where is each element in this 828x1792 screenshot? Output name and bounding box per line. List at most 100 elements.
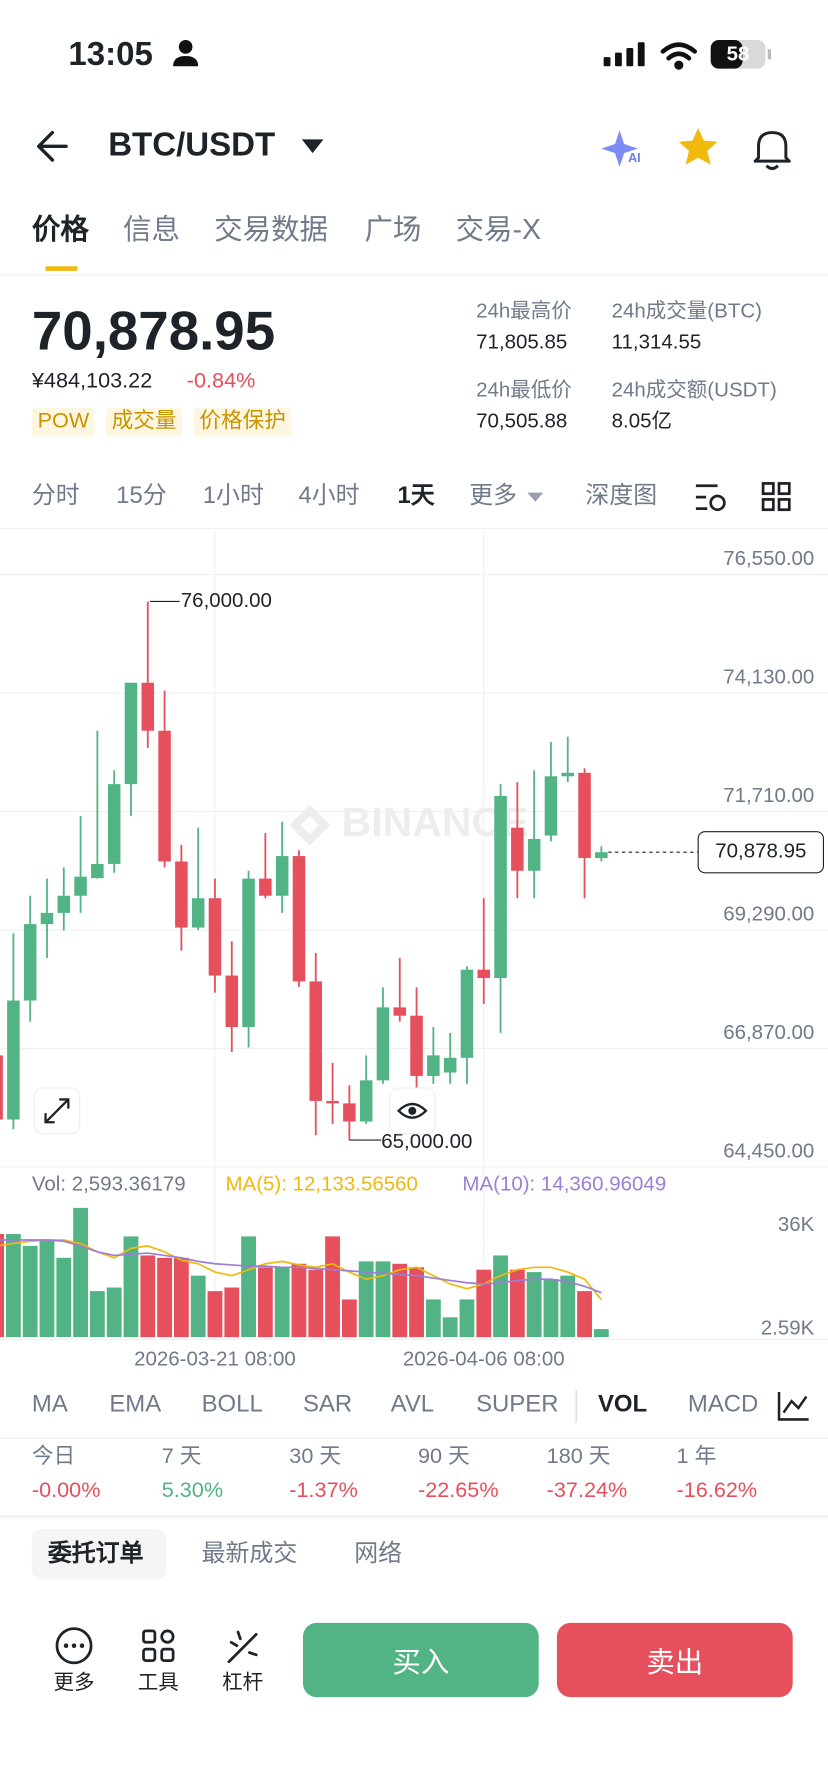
y-tick-label: 71,710.00 — [723, 784, 814, 807]
last-price-box — [697, 831, 825, 874]
period-label: 180 天 — [546, 1444, 611, 1469]
volume-bar — [157, 1257, 172, 1338]
candle-body — [427, 1055, 440, 1076]
tools-icon[interactable] — [142, 1629, 175, 1662]
stat-value: 70,505.88 — [476, 409, 568, 433]
more-caret[interactable] — [527, 492, 544, 502]
bell-icon[interactable] — [753, 131, 791, 171]
candle-body — [443, 1057, 457, 1073]
candle-body — [359, 1080, 373, 1122]
toolbar-label[interactable]: 更多 — [53, 1670, 95, 1694]
candle-body — [343, 1103, 356, 1122]
candle-body — [511, 827, 524, 871]
volume-bar — [5, 1234, 21, 1338]
tab[interactable]: 广场 — [364, 213, 422, 246]
order-tab-bg — [31, 1529, 167, 1580]
indicator-tab[interactable]: AVL — [390, 1390, 435, 1418]
interval[interactable]: 4小时 — [298, 482, 360, 509]
indicator-tab[interactable]: SAR — [302, 1390, 353, 1418]
order-tab[interactable]: 网络 — [354, 1540, 403, 1567]
period-label: 30 天 — [289, 1444, 342, 1469]
layout-icon[interactable] — [761, 482, 791, 512]
volume-bar — [308, 1269, 324, 1338]
buy-button[interactable]: 买入 — [302, 1622, 539, 1698]
price-tag[interactable]: 成交量 — [105, 408, 183, 437]
price-change: -0.84% — [186, 369, 256, 394]
price-tag[interactable]: POW — [31, 408, 95, 437]
volume-bar — [442, 1317, 458, 1338]
tab[interactable]: 交易-X — [455, 213, 542, 246]
volume-bar — [409, 1267, 424, 1338]
candle-body — [40, 912, 54, 925]
legend-entry: MA(5): 12,133.56560 — [226, 1173, 418, 1196]
candle-body — [477, 969, 491, 979]
volume-bar — [173, 1257, 189, 1338]
candle-body — [124, 682, 138, 785]
tab-underline — [45, 266, 78, 271]
indicator-settings-icon[interactable] — [777, 1392, 809, 1421]
volume-bar — [476, 1269, 492, 1338]
candle-body — [74, 876, 87, 896]
indicator-tab[interactable]: MA — [31, 1390, 68, 1418]
candle-body — [107, 784, 121, 864]
ai-icon[interactable] — [601, 130, 638, 167]
volume-bar — [392, 1263, 408, 1338]
sell-button[interactable]: 卖出 — [556, 1622, 793, 1698]
order-tab[interactable]: 最新成交 — [201, 1540, 298, 1567]
interval[interactable]: 分时 — [31, 482, 80, 509]
expand-icon[interactable] — [33, 1087, 81, 1135]
toolbar-label[interactable]: 杠杆 — [222, 1670, 264, 1694]
candle-body — [242, 878, 255, 1027]
legend-entry: MA(10): 14,360.96049 — [462, 1173, 666, 1196]
volume-bar — [560, 1275, 576, 1338]
period-change: -0.00% — [31, 1478, 101, 1503]
candle-body — [326, 1100, 339, 1104]
price-tag[interactable]: 价格保护 — [193, 408, 292, 437]
indicator-tab[interactable]: BOLL — [201, 1390, 263, 1418]
indicator-tab[interactable]: SUPER — [476, 1390, 559, 1418]
interval[interactable]: 1天 — [397, 482, 435, 509]
pair-title[interactable]: BTC/USDT — [108, 126, 276, 164]
volume-bar — [22, 1245, 38, 1338]
stat-label: 24h最低价 — [476, 378, 572, 402]
candle-body — [175, 861, 188, 928]
signal-icon — [603, 42, 645, 67]
interval[interactable]: 15分 — [116, 482, 167, 509]
eye-icon[interactable] — [388, 1087, 436, 1135]
candle-body — [191, 898, 205, 928]
tab[interactable]: 信息 — [123, 213, 180, 246]
candle-body — [527, 838, 541, 871]
volume-bar — [140, 1255, 156, 1338]
more-tool-icon[interactable] — [55, 1627, 93, 1665]
interval[interactable]: 1小时 — [202, 482, 264, 509]
toolbar-label[interactable]: 工具 — [137, 1670, 179, 1694]
pair-caret[interactable] — [301, 139, 324, 154]
person-icon — [173, 40, 199, 67]
volume-bar — [0, 1234, 4, 1338]
interval[interactable]: 深度图 — [585, 482, 658, 509]
volume-bar — [358, 1261, 374, 1338]
order-tab[interactable]: 委托订单 — [47, 1540, 144, 1567]
back-icon[interactable] — [37, 130, 68, 162]
indicator-tab[interactable]: VOL — [597, 1390, 648, 1418]
indicator-tab[interactable]: EMA — [109, 1390, 162, 1418]
y-tick-label: 36K — [778, 1213, 815, 1236]
tab[interactable]: 价格 — [31, 213, 89, 246]
last-price: 70,878.95 — [31, 301, 276, 363]
divider — [0, 1437, 828, 1439]
volume-bar — [509, 1269, 525, 1338]
tab[interactable]: 交易数据 — [214, 213, 329, 246]
indicator-tab[interactable]: MACD — [687, 1390, 759, 1418]
settings-icon[interactable] — [695, 484, 726, 512]
candle-body — [208, 898, 222, 976]
volume-bar — [593, 1329, 609, 1338]
leverage-icon[interactable] — [227, 1630, 258, 1664]
volume-bar — [224, 1287, 240, 1338]
candle-body — [561, 772, 575, 777]
volume-bar — [39, 1239, 55, 1338]
volume-legend: Vol: 2,593.36179 — [32, 1173, 186, 1196]
favorite-icon[interactable] — [678, 128, 718, 165]
interval[interactable]: 更多 — [469, 482, 518, 509]
